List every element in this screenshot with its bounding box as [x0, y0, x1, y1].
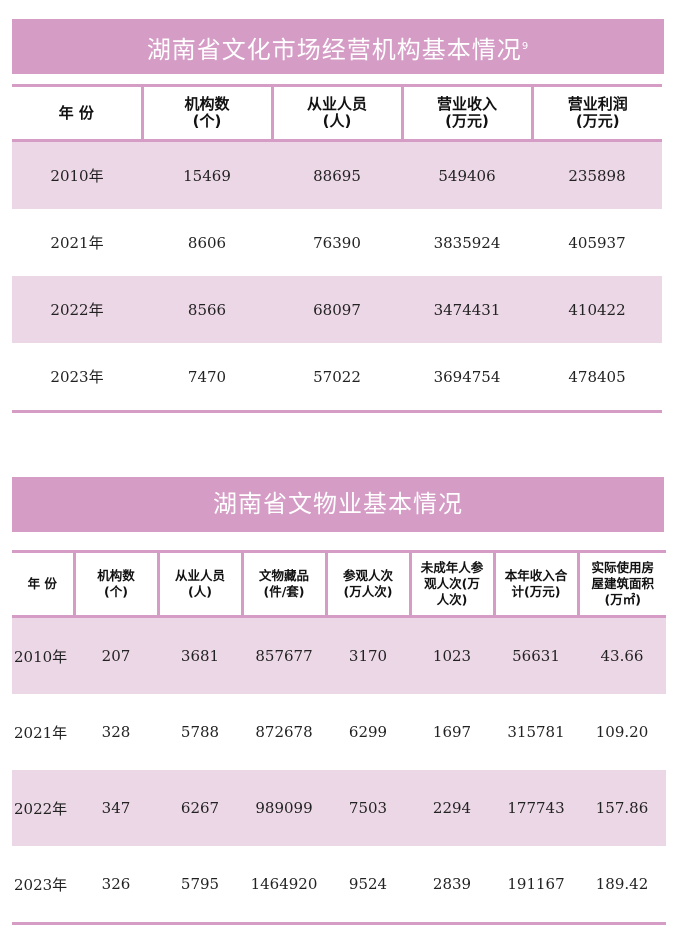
table2-cell: 2010年 — [12, 616, 74, 694]
table2-cell: 207 — [74, 616, 158, 694]
table2-header-employees: 从业人员 (人) — [156, 550, 242, 618]
culture-market-table: 年 份 机构数 (个) 从业人员 (人) 营业收入 (万元) 营业利润 (万元) 201… — [12, 84, 662, 413]
cultural-relics-table: 年 份 机构数 (个) 从业人员 (人) 文物藏品 (件/套) 参观人次 (万人次) 未… — [12, 550, 666, 925]
table2-title: 湖南省文物业基本情况 — [213, 490, 463, 518]
table1-cell: 8606 — [187, 233, 227, 252]
table1-header-institutions: 机构数 (个) — [140, 84, 272, 142]
table-row: 2022年 347 6267 989099 7503 2294 177743 1… — [12, 770, 666, 846]
table1-cell: 7470 — [142, 343, 272, 413]
table2-cell: 347 — [74, 770, 158, 846]
table1-cell: 2021年 — [50, 234, 104, 252]
table2-cell: 6267 — [158, 770, 242, 846]
table2-cell: 5788 — [180, 723, 220, 741]
table1-title-banner: 湖南省文化市场经营机构基本情况9 — [12, 19, 664, 74]
table1-cell: 3474431 — [402, 276, 532, 343]
table2-cell: 43.66 — [578, 616, 666, 694]
table1-cell: 3835924 — [433, 233, 501, 252]
table2-header-institutions: 机构数 (个) — [72, 550, 158, 618]
table1-cell: 478405 — [532, 343, 662, 413]
table1-title: 湖南省文化市场经营机构基本情况 — [146, 36, 522, 64]
table1-cell: 68097 — [272, 276, 402, 343]
table1-cell: 88695 — [272, 140, 402, 209]
table1-header-employees: 从业人员 (人) — [270, 84, 402, 142]
table2-cell: 9524 — [326, 846, 410, 925]
table1-cell: 549406 — [402, 140, 532, 209]
table2-header-income: 本年收入合 计(万元) — [492, 550, 578, 618]
table2-cell: 2023年 — [12, 846, 74, 925]
table1-cell: 2010年 — [12, 140, 142, 209]
table2-cell: 5795 — [158, 846, 242, 925]
table-row: 2010年 207 3681 857677 3170 1023 56631 43… — [12, 616, 666, 694]
table1-cell: 15469 — [142, 140, 272, 209]
table1-cell: 3694754 — [402, 343, 532, 413]
table-row: 2022年 8566 68097 3474431 410422 — [12, 276, 662, 343]
table1-header-year: 年 份 — [12, 84, 142, 142]
table1-header-profit: 营业利润 (万元) — [530, 84, 662, 142]
table2-cell: 1464920 — [242, 846, 326, 925]
table2-cell: 2021年 — [14, 723, 68, 742]
table2-cell: 7503 — [326, 770, 410, 846]
table2-cell: 109.20 — [595, 723, 649, 741]
table2-cell: 6299 — [348, 723, 388, 741]
table1-header-row: 年 份 机构数 (个) 从业人员 (人) 营业收入 (万元) 营业利润 (万元) — [12, 84, 662, 142]
table2-cell: 1023 — [410, 616, 494, 694]
table2-cell: 2294 — [410, 770, 494, 846]
table2-cell: 872678 — [255, 723, 313, 741]
table2-cell: 157.86 — [578, 770, 666, 846]
table1-cell: 235898 — [532, 140, 662, 209]
table1-cell: 76390 — [313, 233, 361, 252]
table2-cell: 3681 — [158, 616, 242, 694]
table2-cell: 1697 — [432, 723, 472, 741]
table2-cell: 2839 — [410, 846, 494, 925]
table2-cell: 191167 — [494, 846, 578, 925]
table1-cell: 57022 — [272, 343, 402, 413]
table2-header-year: 年 份 — [12, 550, 74, 618]
table1-cell: 405937 — [568, 233, 626, 252]
table1-cell: 2023年 — [12, 343, 142, 413]
table2-header-minor-visitors: 未成年人参 观人次(万 人次) — [408, 550, 494, 618]
table2-cell: 989099 — [242, 770, 326, 846]
table1-cell: 410422 — [532, 276, 662, 343]
table2-cell: 189.42 — [578, 846, 666, 925]
table2-cell: 315781 — [507, 723, 565, 741]
table1-cell: 2022年 — [12, 276, 142, 343]
table1-title-footnote: 9 — [521, 41, 530, 52]
table2-header-row: 年 份 机构数 (个) 从业人员 (人) 文物藏品 (件/套) 参观人次 (万人次) 未… — [12, 550, 666, 618]
table2-header-visitors: 参观人次 (万人次) — [324, 550, 410, 618]
table2-cell: 328 — [101, 723, 131, 741]
table1-cell: 8566 — [142, 276, 272, 343]
table-row: 2010年 15469 88695 549406 235898 — [12, 140, 662, 209]
table2-cell: 857677 — [242, 616, 326, 694]
table-row: 2023年 326 5795 1464920 9524 2839 191167 … — [12, 846, 666, 925]
table2-cell: 326 — [74, 846, 158, 925]
table-row: 2021年 328 5788 872678 6299 1697 315781 1… — [12, 694, 666, 770]
table2-header-collections: 文物藏品 (件/套) — [240, 550, 326, 618]
table-row: 2023年 7470 57022 3694754 478405 — [12, 343, 662, 413]
table2-header-floor-area: 实际使用房 屋建筑面积 (万㎡) — [576, 550, 666, 618]
table2-cell: 56631 — [494, 616, 578, 694]
table2-cell: 2022年 — [12, 770, 74, 846]
table2-title-banner: 湖南省文物业基本情况 — [12, 477, 664, 532]
table2-cell: 3170 — [326, 616, 410, 694]
table-row: 2021年 8606 76390 3835924 405937 — [12, 209, 662, 276]
table1-header-revenue: 营业收入 (万元) — [400, 84, 532, 142]
table2-cell: 177743 — [494, 770, 578, 846]
